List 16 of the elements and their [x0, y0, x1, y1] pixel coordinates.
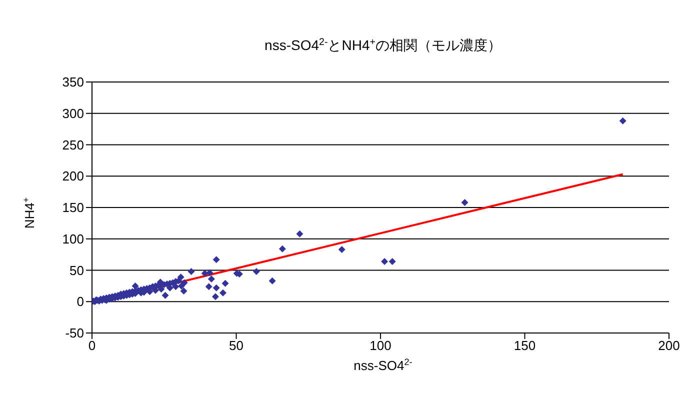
y-tick-label: 350	[62, 74, 84, 90]
y-tick-label: 250	[62, 137, 84, 152]
y-tick-label: 50	[70, 262, 84, 278]
x-tick-label: 50	[229, 338, 244, 354]
x-tick-label: 0	[88, 338, 96, 354]
x-tick-label: 150	[514, 338, 536, 354]
x-axis-title: nss-SO4$^{2-}$	[354, 357, 412, 373]
y-tick-label: 150	[62, 200, 84, 216]
y-tick-label: -50	[65, 326, 84, 341]
y-tick-label: 100	[62, 231, 84, 246]
y-tick-label: 0	[76, 294, 84, 310]
x-tick-label: 200	[658, 338, 680, 354]
y-tick-label: 200	[62, 168, 84, 184]
y-tick-label: 300	[62, 106, 84, 121]
chart-title: nss-SO4$^{2-}$とNH4$^{+}$の相関（モル濃度）	[264, 36, 502, 53]
x-tick-label: 100	[370, 338, 392, 354]
